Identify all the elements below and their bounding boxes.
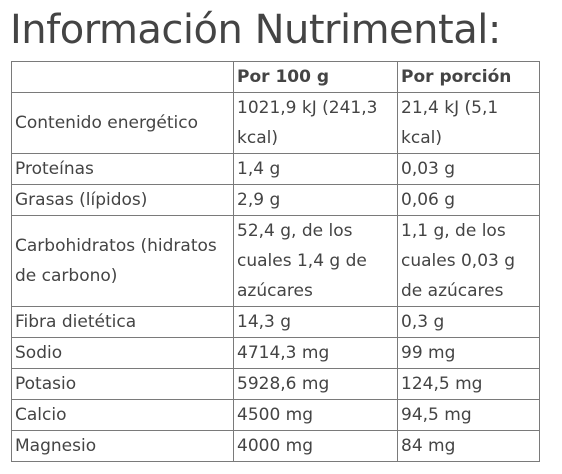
per-100g-cell: 5928,6 mg [233,368,398,400]
page-title: Información Nutrimental: [10,7,501,53]
nutrient-cell: Proteínas [11,153,234,185]
per-100g-cell: 4000 mg [233,430,398,462]
per-100g-cell: 2,9 g [233,184,398,216]
table-row: Contenido energético 1021,9 kJ (241,3 kc… [11,92,540,154]
table-row: Fibra dietética 14,3 g 0,3 g [11,306,540,338]
per-100g-cell: 4500 mg [233,399,398,431]
header-per-portion: Por porción [397,61,540,93]
header-nutrient [11,61,234,93]
per-portion-cell: 124,5 mg [397,368,540,400]
per-100g-cell: 1,4 g [233,153,398,185]
per-100g-cell: 4714,3 mg [233,337,398,369]
table-row: Magnesio 4000 mg 84 mg [11,430,540,462]
table-row: Potasio 5928,6 mg 124,5 mg [11,368,540,400]
per-portion-cell: 0,03 g [397,153,540,185]
table-row: Proteínas 1,4 g 0,03 g [11,153,540,185]
nutrient-cell: Grasas (lípidos) [11,184,234,216]
nutrient-cell: Calcio [11,399,234,431]
per-portion-cell: 0,3 g [397,306,540,338]
per-portion-cell: 1,1 g, de los cuales 0,03 g de azúcares [397,215,540,307]
nutrient-cell: Contenido energético [11,92,234,154]
per-portion-cell: 0,06 g [397,184,540,216]
table-row: Grasas (lípidos) 2,9 g 0,06 g [11,184,540,216]
table-row: Calcio 4500 mg 94,5 mg [11,399,540,431]
table-row: Carbohidratos (hidratos de carbono) 52,4… [11,215,540,307]
nutrient-cell: Potasio [11,368,234,400]
nutrient-cell: Sodio [11,337,234,369]
table-row: Sodio 4714,3 mg 99 mg [11,337,540,369]
per-portion-cell: 84 mg [397,430,540,462]
nutrition-table: Por 100 g Por porción Contenido energéti… [11,61,540,462]
per-portion-cell: 99 mg [397,337,540,369]
header-per-100g: Por 100 g [233,61,398,93]
nutrient-cell: Carbohidratos (hidratos de carbono) [11,215,234,307]
nutrient-cell: Magnesio [11,430,234,462]
per-portion-cell: 21,4 kJ (5,1 kcal) [397,92,540,154]
per-100g-cell: 14,3 g [233,306,398,338]
per-100g-cell: 1021,9 kJ (241,3 kcal) [233,92,398,154]
per-100g-cell: 52,4 g, de los cuales 1,4 g de azúcares [233,215,398,307]
per-portion-cell: 94,5 mg [397,399,540,431]
table-header-row: Por 100 g Por porción [11,61,540,93]
nutrient-cell: Fibra dietética [11,306,234,338]
